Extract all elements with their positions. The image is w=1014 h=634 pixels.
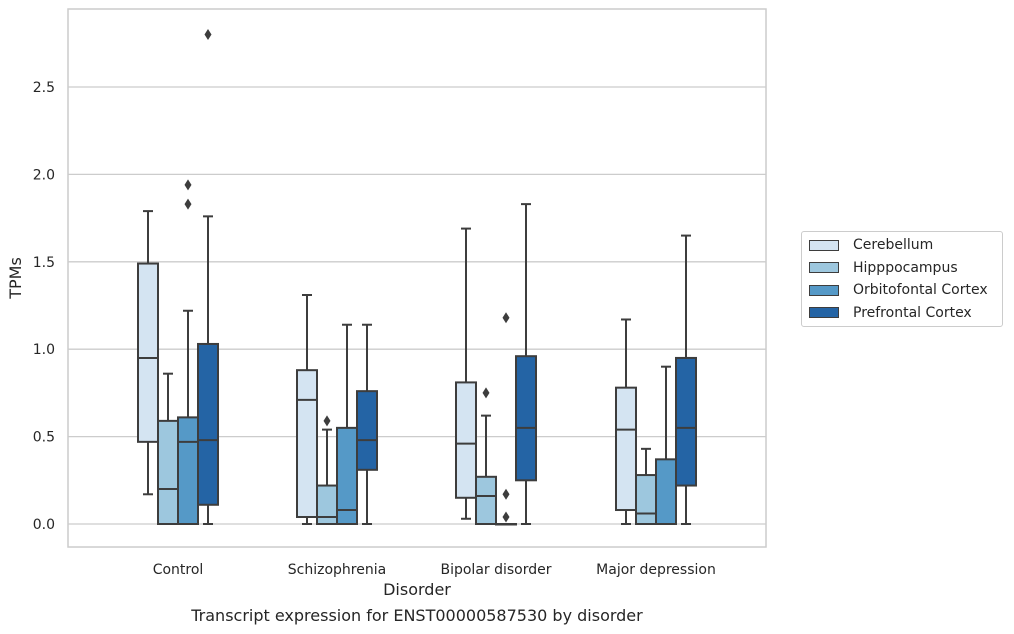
legend-swatch (809, 239, 839, 251)
legend-label: Orbitofontal Cortex (853, 282, 988, 298)
figure-caption: Transcript expression for ENST0000058753… (191, 606, 643, 625)
x-tick-label: Bipolar disorder (440, 562, 551, 578)
box-cerebellum (296, 294, 318, 525)
box-hipppocampus (635, 447, 657, 525)
legend-swatch (809, 307, 839, 318)
y-tick-label: 1.5 (33, 255, 55, 271)
box-iqr (655, 458, 677, 526)
box-iqr (296, 369, 318, 519)
outlier-point (204, 29, 212, 41)
box-orbitofontal-cortex (336, 323, 358, 525)
box-prefrontal-cortex (675, 234, 697, 525)
box-iqr (515, 355, 537, 482)
box-orbitofontal-cortex (495, 312, 517, 526)
x-tick-label: Control (153, 562, 204, 578)
box-hipppocampus (316, 415, 338, 526)
y-tick-label: 1.0 (33, 342, 55, 358)
box-iqr (615, 386, 637, 512)
box-hipppocampus (475, 387, 497, 525)
y-tick-label: 0.0 (33, 517, 55, 533)
box-iqr (177, 416, 199, 526)
box-iqr (475, 475, 497, 525)
box-groups (137, 29, 697, 526)
outlier-point (184, 198, 192, 210)
box-orbitofontal-cortex (655, 365, 677, 526)
box-prefrontal-cortex (197, 29, 219, 525)
outlier-point (502, 511, 510, 523)
box-iqr (157, 419, 179, 526)
box-prefrontal-cortex (515, 203, 537, 525)
outlier-point (502, 488, 510, 500)
outlier-point (482, 387, 490, 399)
x-tick-label: Schizophrenia (288, 562, 386, 578)
box-cerebellum (137, 210, 159, 496)
legend-item: Hipppocampus (809, 259, 958, 277)
x-axis-label: Disorder (383, 580, 451, 599)
legend-label: Prefrontal Cortex (853, 304, 972, 321)
box-iqr (137, 262, 159, 443)
legend: Cerebellum Hipppocampus Orbitofontal Corte… (801, 231, 1003, 327)
box-prefrontal-cortex (356, 323, 378, 525)
box-iqr (635, 474, 657, 525)
legend-item: Prefrontal Cortex (809, 304, 972, 322)
box-cerebellum (615, 318, 637, 525)
box-iqr (336, 426, 358, 525)
y-tick-label: 2.0 (33, 167, 55, 183)
y-tick-labels: 0.0 0.5 1.0 1.5 2.0 2.5 (33, 80, 55, 533)
box-iqr (197, 342, 219, 506)
box-iqr (675, 356, 697, 487)
legend-item: Cerebellum (809, 236, 933, 254)
y-axis-label: TPMs (6, 257, 25, 300)
box-iqr (356, 390, 378, 471)
legend-swatch (809, 262, 839, 273)
y-tick-label: 0.5 (33, 430, 55, 446)
legend-label: Cerebellum (853, 237, 934, 253)
legend-item: Orbitofontal Cortex (809, 281, 988, 299)
box-orbitofontal-cortex (177, 179, 199, 526)
plot-frame (67, 8, 767, 548)
box-iqr (316, 484, 338, 526)
outlier-point (184, 179, 192, 191)
x-tick-labels: Control Schizophrenia Bipolar disorder Majo… (153, 562, 716, 578)
outlier-point (502, 312, 510, 324)
x-tick-label: Major depression (596, 562, 716, 578)
box-cerebellum (455, 227, 477, 520)
y-tick-label: 2.5 (33, 80, 55, 96)
legend-label: Hipppocampus (853, 259, 958, 276)
box-iqr (455, 381, 477, 499)
box-hipppocampus (157, 372, 179, 526)
outlier-point (323, 415, 331, 427)
legend-swatch (809, 284, 839, 296)
